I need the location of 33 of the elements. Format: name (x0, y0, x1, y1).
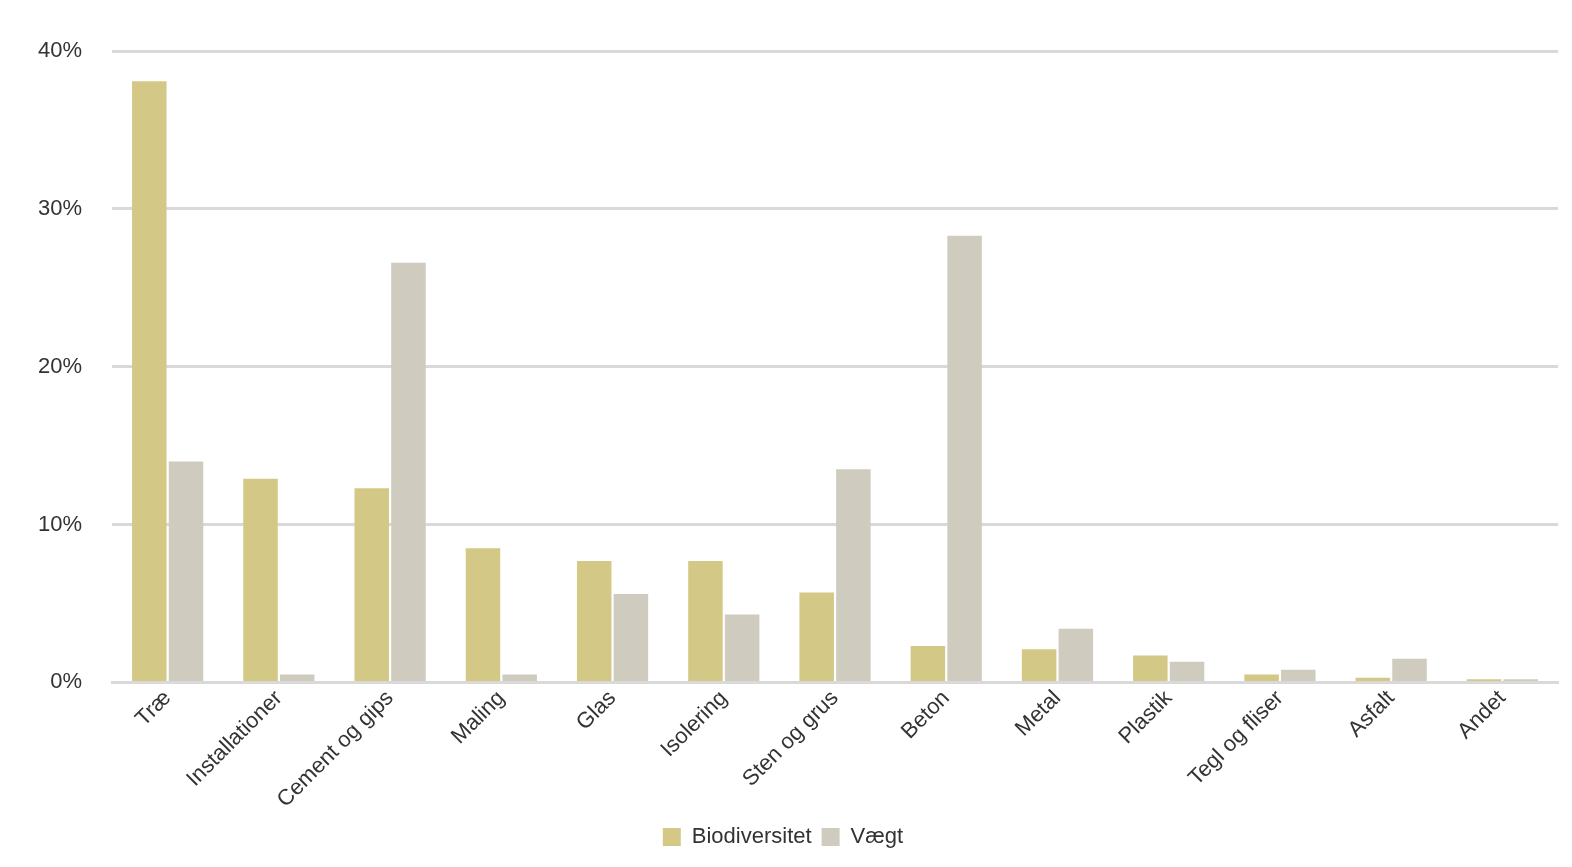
bar (465, 548, 501, 681)
bar (502, 674, 537, 681)
legend-label: Biodiversitet (691, 823, 812, 849)
bar (391, 262, 426, 681)
bar (1281, 669, 1316, 681)
bar (688, 560, 723, 681)
bar (836, 469, 871, 681)
bar (132, 81, 167, 681)
bar (1021, 649, 1057, 681)
bar (947, 235, 982, 681)
y-tick-label: 10% (37, 510, 83, 536)
bar (279, 674, 315, 681)
bar (1244, 674, 1279, 681)
legend-label: Vægt (850, 823, 904, 849)
bar (1392, 658, 1427, 681)
bar (613, 594, 649, 681)
bar (243, 478, 278, 681)
bar (1133, 655, 1168, 681)
x-tick-label: Glas (570, 684, 621, 735)
y-tick-label: 30% (37, 195, 83, 221)
y-tick-label: 20% (37, 352, 83, 378)
bar (724, 614, 760, 681)
y-tick-label: 0% (50, 668, 83, 694)
bar (1058, 628, 1094, 681)
bar (168, 461, 204, 681)
y-tick-label: 40% (37, 37, 83, 63)
bar (799, 592, 834, 681)
x-tick-label: Træ (129, 684, 176, 731)
bar (1169, 661, 1205, 681)
bar (576, 560, 612, 681)
bar (354, 488, 389, 681)
bar (1355, 677, 1391, 681)
bar (910, 646, 946, 681)
